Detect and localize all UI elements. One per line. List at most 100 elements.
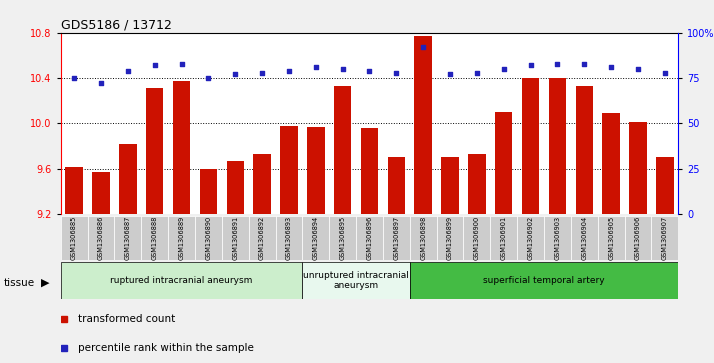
Text: GSM1306886: GSM1306886: [98, 216, 104, 260]
Point: [659, 70, 670, 76]
Point: [229, 72, 241, 77]
Bar: [280, 126, 298, 214]
FancyBboxPatch shape: [651, 216, 678, 260]
Point: [203, 75, 214, 81]
Text: GSM1306887: GSM1306887: [125, 216, 131, 260]
Point: [418, 44, 429, 50]
Text: superficial temporal artery: superficial temporal artery: [483, 276, 605, 285]
Point: [337, 66, 348, 72]
Text: percentile rank within the sample: percentile rank within the sample: [78, 343, 254, 354]
Bar: [307, 127, 325, 214]
FancyBboxPatch shape: [410, 216, 437, 260]
Point: [122, 68, 134, 74]
Text: GSM1306889: GSM1306889: [178, 216, 184, 260]
Bar: [549, 78, 566, 214]
FancyBboxPatch shape: [491, 216, 517, 260]
Text: GSM1306901: GSM1306901: [501, 216, 507, 260]
FancyBboxPatch shape: [61, 216, 88, 260]
Point: [471, 70, 483, 76]
Bar: [522, 78, 539, 214]
Text: GSM1306896: GSM1306896: [366, 216, 373, 260]
Text: GSM1306902: GSM1306902: [528, 216, 533, 260]
Point: [525, 62, 536, 68]
Bar: [388, 158, 405, 214]
FancyBboxPatch shape: [383, 216, 410, 260]
FancyBboxPatch shape: [248, 216, 276, 260]
Text: tissue: tissue: [4, 278, 35, 288]
Text: GSM1306897: GSM1306897: [393, 216, 399, 260]
FancyBboxPatch shape: [410, 262, 678, 299]
FancyBboxPatch shape: [88, 216, 114, 260]
Point: [391, 70, 402, 76]
FancyBboxPatch shape: [356, 216, 383, 260]
Point: [444, 72, 456, 77]
FancyBboxPatch shape: [517, 216, 544, 260]
Point: [605, 64, 617, 70]
Bar: [334, 86, 351, 214]
FancyBboxPatch shape: [302, 262, 410, 299]
Text: GSM1306907: GSM1306907: [662, 216, 668, 260]
Text: GSM1306888: GSM1306888: [151, 216, 158, 260]
FancyBboxPatch shape: [114, 216, 141, 260]
Point: [283, 68, 295, 74]
FancyBboxPatch shape: [222, 216, 248, 260]
Text: GSM1306900: GSM1306900: [474, 216, 480, 260]
Text: GSM1306906: GSM1306906: [635, 216, 641, 260]
Point: [310, 64, 321, 70]
Text: GSM1306890: GSM1306890: [206, 216, 211, 260]
Text: GSM1306891: GSM1306891: [232, 216, 238, 260]
Bar: [253, 154, 271, 214]
Point: [95, 81, 106, 86]
Text: GSM1306903: GSM1306903: [555, 216, 560, 260]
Text: ruptured intracranial aneurysm: ruptured intracranial aneurysm: [111, 276, 253, 285]
Bar: [361, 128, 378, 214]
Bar: [468, 154, 486, 214]
FancyBboxPatch shape: [302, 216, 329, 260]
Text: GSM1306885: GSM1306885: [71, 216, 77, 260]
Bar: [200, 169, 217, 214]
FancyBboxPatch shape: [625, 216, 651, 260]
Point: [363, 68, 375, 74]
Text: GSM1306894: GSM1306894: [313, 216, 318, 260]
Text: GSM1306895: GSM1306895: [340, 216, 346, 260]
Bar: [92, 172, 110, 214]
FancyBboxPatch shape: [571, 216, 598, 260]
Bar: [603, 113, 620, 214]
FancyBboxPatch shape: [598, 216, 625, 260]
Bar: [629, 122, 647, 214]
FancyBboxPatch shape: [168, 216, 195, 260]
Text: transformed count: transformed count: [78, 314, 175, 325]
Point: [256, 70, 268, 76]
FancyBboxPatch shape: [329, 216, 356, 260]
Point: [578, 61, 590, 66]
Bar: [146, 88, 164, 214]
FancyBboxPatch shape: [61, 262, 302, 299]
Text: GSM1306905: GSM1306905: [608, 216, 614, 260]
Text: unruptured intracranial
aneurysm: unruptured intracranial aneurysm: [303, 271, 409, 290]
Point: [69, 75, 80, 81]
FancyBboxPatch shape: [141, 216, 168, 260]
Bar: [119, 144, 136, 214]
Point: [176, 61, 187, 66]
Bar: [656, 158, 673, 214]
Bar: [66, 167, 83, 214]
FancyBboxPatch shape: [437, 216, 463, 260]
FancyBboxPatch shape: [544, 216, 571, 260]
Text: GSM1306892: GSM1306892: [259, 216, 265, 260]
FancyBboxPatch shape: [276, 216, 302, 260]
Text: GSM1306904: GSM1306904: [581, 216, 588, 260]
Bar: [575, 86, 593, 214]
Text: GDS5186 / 13712: GDS5186 / 13712: [61, 19, 171, 32]
FancyBboxPatch shape: [195, 216, 222, 260]
Point: [552, 61, 563, 66]
Point: [633, 66, 644, 72]
Text: GSM1306899: GSM1306899: [447, 216, 453, 260]
FancyBboxPatch shape: [463, 216, 491, 260]
Bar: [414, 36, 432, 214]
Text: GSM1306898: GSM1306898: [421, 216, 426, 260]
Point: [498, 66, 510, 72]
Bar: [495, 112, 513, 214]
Bar: [226, 161, 244, 214]
Bar: [173, 81, 190, 214]
Point: [149, 62, 161, 68]
